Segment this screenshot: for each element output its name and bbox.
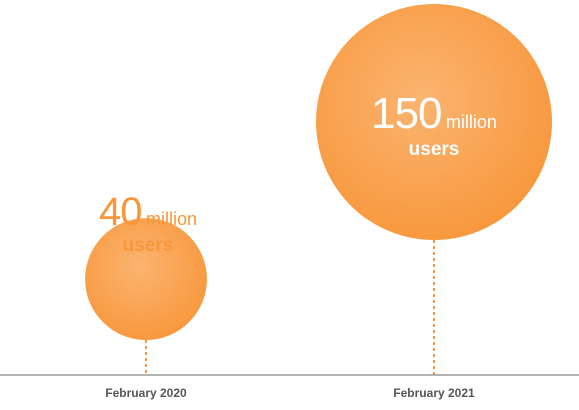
- bubble-subunit-2020: users: [122, 235, 174, 256]
- bubble-2020: [85, 218, 207, 340]
- bubble-value-2021: 150: [371, 89, 442, 138]
- x-tick-label-2020: February 2020: [105, 386, 187, 400]
- bubble-label-2020: 40 million users: [99, 192, 197, 255]
- bubble-label-2021: 150 million users: [371, 89, 497, 160]
- bubble-2021: [316, 4, 552, 240]
- bubble-value-2020: 40: [99, 190, 142, 234]
- x-tick-label-2021: February 2021: [393, 386, 475, 400]
- bubble-unit-2021: million: [445, 112, 497, 132]
- bubble-subunit-2021: users: [408, 139, 460, 160]
- bubble-unit-2020: million: [145, 209, 197, 229]
